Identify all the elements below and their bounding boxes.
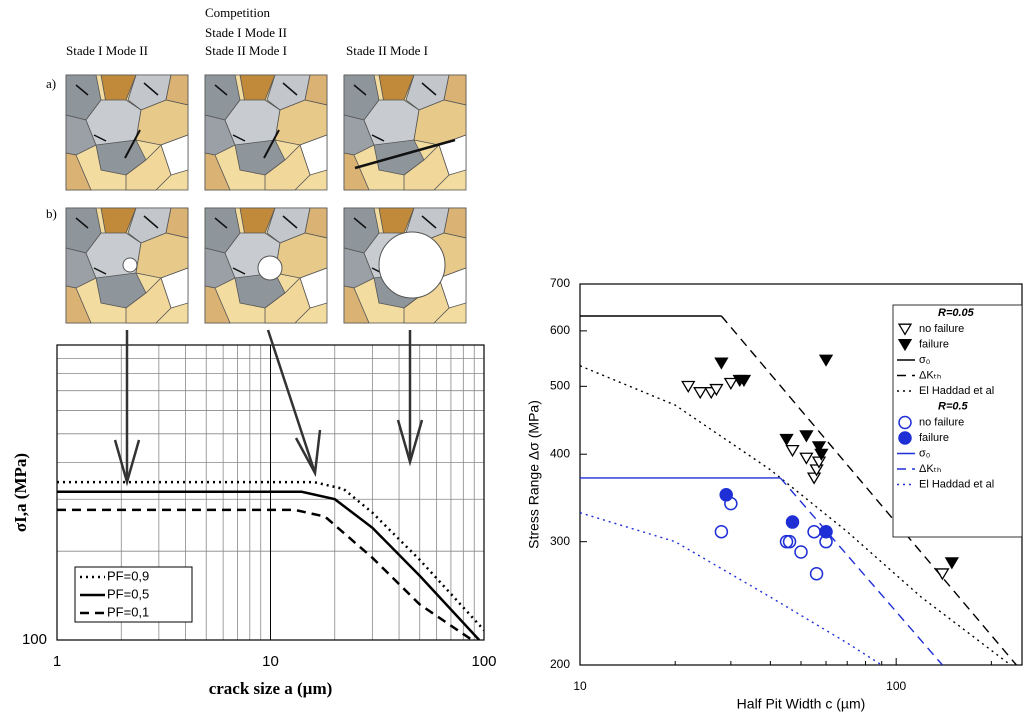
legend-label: failure bbox=[919, 338, 949, 350]
marker bbox=[736, 374, 752, 387]
grain-panels bbox=[65, 74, 467, 324]
x-tick-label: 100 bbox=[471, 653, 496, 670]
marker bbox=[782, 534, 797, 549]
column-title: Stade I Mode II bbox=[66, 43, 148, 58]
x-tick-label: 10 bbox=[262, 653, 279, 670]
marker bbox=[944, 557, 959, 570]
legend-group-title: R=0.5 bbox=[938, 400, 969, 412]
x-axis-label: crack size a (µm) bbox=[209, 679, 333, 698]
legend-group-title: R=0.05 bbox=[938, 307, 975, 319]
marker bbox=[818, 354, 834, 367]
series-line bbox=[57, 490, 481, 640]
x-tick-label: 100 bbox=[886, 679, 906, 693]
legend-box bbox=[74, 566, 193, 623]
series-line bbox=[580, 512, 883, 665]
legend-label: no failure bbox=[919, 323, 964, 335]
marker bbox=[898, 431, 912, 445]
marker bbox=[709, 383, 724, 397]
marker bbox=[811, 441, 827, 454]
legend-label: σ₀ bbox=[919, 354, 930, 366]
column-title: Stade I Mode II bbox=[205, 25, 287, 40]
marker bbox=[799, 430, 814, 443]
marker bbox=[785, 444, 800, 458]
marker bbox=[814, 448, 829, 461]
marker bbox=[898, 415, 912, 430]
series-line bbox=[720, 315, 1017, 665]
legend: R=0.05 no failure failure σ₀ ΔKₜₕ El Haddad e… bbox=[892, 304, 1023, 538]
chart: 10 100 200 300 400 500 600 700 Half Pit Width c … bbox=[526, 276, 1023, 712]
x-tick-label: 1 bbox=[53, 653, 61, 670]
legend-label: PF=0,9 bbox=[107, 568, 149, 583]
marker bbox=[819, 524, 833, 539]
y-tick-label: 100 bbox=[22, 631, 47, 648]
marker bbox=[779, 534, 794, 549]
row-label: a) bbox=[46, 76, 56, 91]
marker bbox=[806, 472, 822, 485]
arrows bbox=[113, 329, 424, 487]
series-line bbox=[57, 480, 484, 631]
x-tick-label: 10 bbox=[573, 679, 587, 693]
marker bbox=[794, 545, 808, 559]
y-axis-label: Stress Range Δσ (MPa) bbox=[526, 400, 542, 549]
marker bbox=[693, 387, 708, 400]
marker bbox=[714, 524, 729, 539]
column-title: Competition bbox=[205, 5, 271, 20]
legend-label: ΔKₜₕ bbox=[919, 463, 941, 475]
legend-label: no failure bbox=[919, 416, 964, 428]
marker bbox=[807, 524, 821, 539]
series-line bbox=[57, 508, 473, 640]
marker bbox=[897, 339, 913, 352]
marker bbox=[897, 323, 913, 336]
marker bbox=[799, 452, 814, 465]
legend-box bbox=[892, 304, 1023, 538]
y-tick-label: 300 bbox=[550, 534, 570, 548]
plots: 1 10 100 100 crack size a (µm) σI,a (MPa) PF=0… bbox=[11, 276, 1023, 712]
marker bbox=[779, 433, 794, 447]
y-tick-label: 700 bbox=[550, 276, 570, 290]
legend: PF=0,9 PF=0,5 PF=0,1 bbox=[74, 566, 193, 623]
column-title: Stade II Mode I bbox=[205, 43, 287, 58]
legend-label: PF=0,1 bbox=[107, 604, 149, 619]
chart: 1 10 100 100 crack size a (µm) σI,a (MPa) PF=0… bbox=[11, 344, 497, 698]
y-tick-label: 600 bbox=[550, 323, 570, 337]
legend-label: σ₀ bbox=[919, 447, 930, 459]
legend-label: failure bbox=[919, 432, 949, 444]
marker bbox=[681, 380, 696, 394]
legend-label: PF=0,5 bbox=[107, 586, 149, 601]
marker bbox=[935, 568, 950, 581]
marker bbox=[785, 515, 800, 529]
legend-label: ΔKₜₕ bbox=[919, 369, 941, 381]
series-line bbox=[779, 477, 943, 665]
marker bbox=[809, 566, 824, 581]
y-tick-label: 200 bbox=[550, 657, 570, 671]
row-label: b) bbox=[46, 206, 57, 221]
marker bbox=[719, 488, 733, 502]
legend-label: El Haddad et al bbox=[919, 385, 994, 397]
y-tick-label: 500 bbox=[550, 379, 570, 393]
marker bbox=[723, 377, 738, 390]
column-title: Stade II Mode I bbox=[346, 43, 428, 58]
series-line bbox=[580, 365, 1012, 665]
y-axis-label: σI,a (MPa) bbox=[11, 453, 30, 532]
marker bbox=[714, 357, 729, 370]
x-axis-label: Half Pit Width c (µm) bbox=[737, 696, 866, 712]
y-tick-label: 400 bbox=[550, 446, 570, 460]
legend-label: El Haddad et al bbox=[919, 478, 994, 490]
